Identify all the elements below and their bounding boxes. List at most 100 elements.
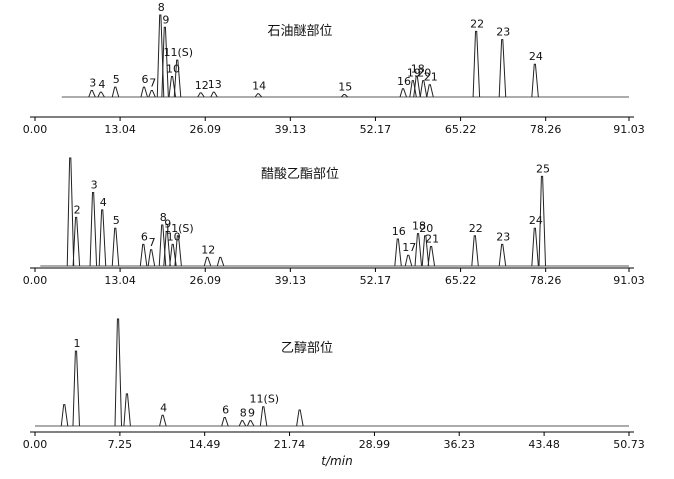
peak	[161, 26, 169, 98]
peak	[72, 350, 80, 427]
peak-label: 5	[113, 73, 120, 86]
peak	[197, 92, 205, 98]
peak	[72, 216, 81, 267]
peak	[114, 318, 123, 427]
peak-label: 4	[100, 196, 107, 209]
peak-label: 6	[141, 230, 148, 243]
peak-label: 24	[529, 214, 543, 227]
peak	[111, 86, 120, 98]
peak	[238, 420, 247, 427]
peak	[538, 175, 547, 267]
peak	[159, 414, 167, 427]
peak-label: 11(S)	[250, 393, 280, 406]
peak	[531, 63, 539, 98]
peak	[259, 406, 268, 427]
x-tick-label: 14.49	[189, 438, 221, 451]
x-tick-label: 21.74	[274, 438, 306, 451]
peak-label: 6	[222, 403, 229, 416]
peak	[169, 243, 177, 267]
peak	[174, 235, 182, 267]
x-tick-label: 91.03	[613, 274, 645, 287]
x-tick-label: 91.03	[613, 123, 645, 136]
peak-label: 23	[496, 26, 510, 39]
peak-label: 21	[425, 233, 439, 246]
x-tick-label: 65.22	[445, 274, 477, 287]
peak	[472, 30, 481, 98]
peak	[98, 209, 107, 267]
peak-label: 7	[149, 76, 156, 89]
peak-label: 21	[424, 71, 438, 84]
panel-title: 醋酸乙酯部位	[261, 166, 339, 182]
peak-label: 13	[208, 78, 222, 91]
peak-label: 5	[113, 214, 120, 227]
peak	[414, 233, 423, 267]
peak	[148, 89, 156, 98]
peak	[221, 416, 229, 427]
peak	[498, 39, 507, 98]
x-tick-label: 78.26	[530, 274, 562, 287]
x-tick-label: 26.09	[189, 274, 221, 287]
peak-label: 8	[240, 407, 247, 420]
peak-label: 1	[73, 337, 80, 350]
peak	[163, 230, 171, 267]
peak	[210, 91, 218, 98]
peak	[394, 238, 402, 267]
peak-label: 8	[158, 1, 165, 14]
peak	[216, 256, 225, 267]
peak	[66, 157, 75, 267]
peak	[203, 256, 212, 267]
peak	[97, 91, 105, 98]
x-tick-label: 0.00	[23, 123, 48, 136]
panel-title: 乙醇部位	[281, 340, 333, 356]
peak-label: 2	[74, 203, 81, 216]
peak	[158, 224, 167, 267]
x-tick-label: 52.17	[360, 274, 392, 287]
peak	[254, 93, 263, 98]
x-tick-label: 50.73	[613, 438, 645, 451]
x-tick-label: 7.25	[108, 438, 133, 451]
peak	[111, 227, 120, 267]
x-tick-label: 65.22	[445, 123, 477, 136]
peak-label: 20	[419, 222, 433, 235]
peak	[246, 420, 255, 427]
peak-label: 9	[164, 217, 171, 230]
peak	[404, 254, 413, 267]
peak	[156, 14, 165, 98]
peak	[140, 86, 148, 98]
peak-label: 6	[141, 73, 148, 86]
peak-label: 12	[195, 79, 209, 92]
peak-label: 20	[417, 67, 431, 80]
peak	[413, 76, 421, 98]
peak	[89, 192, 98, 267]
x-tick-label: 0.00	[23, 438, 48, 451]
peak	[427, 246, 436, 267]
x-tick-label: 26.09	[189, 123, 221, 136]
peak	[173, 59, 182, 98]
peak	[399, 88, 407, 98]
peak	[296, 409, 304, 427]
peak-label: 3	[89, 76, 96, 89]
peak	[340, 94, 349, 98]
peak	[426, 84, 434, 98]
x-tick-label: 39.13	[275, 123, 307, 136]
peak	[421, 235, 430, 267]
x-tick-label: 13.04	[104, 274, 136, 287]
peak-label: 11(S)	[163, 46, 193, 59]
peak-label: 16	[397, 75, 411, 88]
peak	[419, 80, 428, 98]
peak-label: 9	[248, 407, 255, 420]
peak	[88, 89, 96, 98]
peak-label: 12	[201, 243, 215, 256]
peak-label: 9	[162, 13, 169, 26]
x-tick-label: 52.17	[360, 123, 392, 136]
x-tick-label: 13.04	[104, 123, 136, 136]
x-tick-label: 43.48	[528, 438, 560, 451]
peak-label: 18	[412, 220, 426, 233]
peak	[531, 227, 539, 267]
peak-label: 17	[402, 241, 416, 254]
x-tick-label: 36.23	[443, 438, 475, 451]
peak-label: 22	[470, 17, 484, 30]
peak	[147, 249, 156, 267]
peak	[123, 393, 131, 427]
